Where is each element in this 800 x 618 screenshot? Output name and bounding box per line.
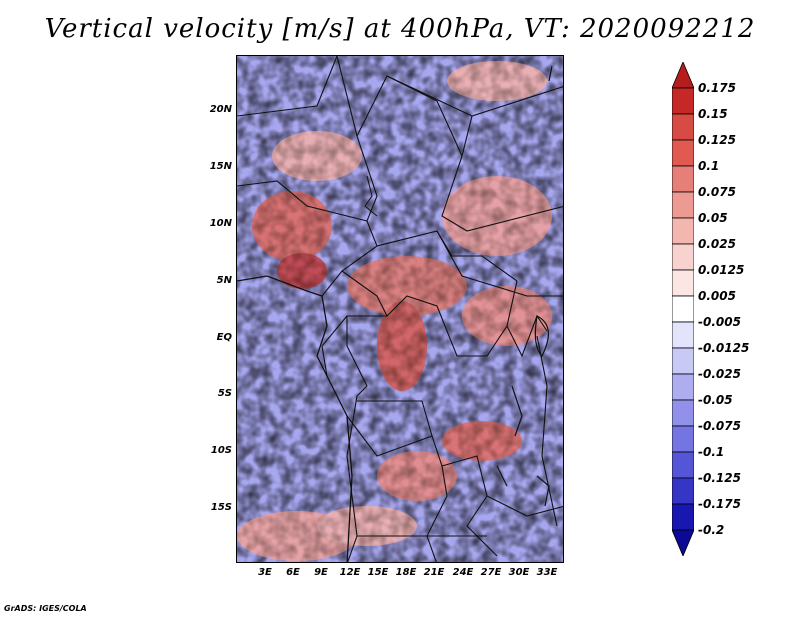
colorbar-box <box>672 191 694 219</box>
lat-label-5n: 5N <box>216 275 232 286</box>
lat-label-10s: 10S <box>210 445 232 456</box>
lat-label-20n: 20N <box>209 104 232 115</box>
colorbar-label: 0.175 <box>698 81 736 95</box>
colorbar-label: 0.005 <box>698 289 736 303</box>
colorbar-box <box>672 321 694 349</box>
colorbar-label: -0.125 <box>698 471 741 485</box>
colorbar-box <box>672 139 694 167</box>
colorbar-box <box>672 477 694 505</box>
lon-label-12e: 12E <box>339 567 361 578</box>
lat-label-5s: 5S <box>217 388 232 399</box>
colorbar-box <box>672 347 694 375</box>
colorbar-box <box>672 425 694 453</box>
colorbar <box>672 62 694 556</box>
colorbar-box <box>672 113 694 141</box>
velocity-map <box>236 55 564 563</box>
lat-label-eq: EQ <box>216 332 232 343</box>
lon-label-18e: 18E <box>395 567 417 578</box>
lat-label-15n: 15N <box>209 161 232 172</box>
colorbar-box <box>672 399 694 427</box>
colorbar-box <box>672 269 694 297</box>
grads-credit: GrADS: IGES/COLA <box>4 604 87 613</box>
colorbar-label: 0.0125 <box>698 263 745 277</box>
colorbar-label: -0.025 <box>698 367 741 381</box>
lat-label-15s: 15S <box>210 502 232 513</box>
colorbar-box <box>672 217 694 245</box>
lon-label-3e: 3E <box>258 567 272 578</box>
colorbar-label: -0.1 <box>698 445 725 459</box>
colorbar-label: 0.025 <box>698 237 736 251</box>
colorbar-box <box>672 87 694 115</box>
colorbar-label: -0.05 <box>698 393 733 407</box>
colorbar-box <box>672 295 694 323</box>
colorbar-label: 0.125 <box>698 133 736 147</box>
lon-label-6e: 6E <box>286 567 300 578</box>
lon-label-27e: 27E <box>480 567 502 578</box>
map-title: Vertical velocity [m/s] at 400hPa, VT: 2… <box>44 14 756 44</box>
colorbar-label: 0.05 <box>698 211 728 225</box>
lon-label-9e: 9E <box>314 567 328 578</box>
lon-label-30e: 30E <box>508 567 530 578</box>
colorbar-label: 0.15 <box>698 107 728 121</box>
lakes <box>496 65 553 507</box>
colorbar-box <box>672 243 694 271</box>
colorbar-label: -0.005 <box>698 315 741 329</box>
colorbar-label: -0.075 <box>698 419 741 433</box>
colorbar-label: 0.1 <box>698 159 720 173</box>
colorbar-box <box>672 529 694 556</box>
lon-label-33e: 33E <box>536 567 558 578</box>
lat-label-10n: 10N <box>209 218 232 229</box>
lon-label-15e: 15E <box>367 567 389 578</box>
colorbar-box <box>672 503 694 531</box>
colorbar-label: 0.075 <box>698 185 736 199</box>
country-borders <box>237 56 563 562</box>
colorbar-box <box>672 62 694 89</box>
velocity-field <box>237 56 563 562</box>
lon-label-21e: 21E <box>423 567 445 578</box>
lon-label-24e: 24E <box>452 567 474 578</box>
colorbar-label: -0.175 <box>698 497 741 511</box>
colorbar-label: -0.0125 <box>698 341 750 355</box>
colorbar-box <box>672 165 694 193</box>
colorbar-label: -0.2 <box>698 523 725 537</box>
colorbar-box <box>672 373 694 401</box>
colorbar-boxes <box>672 62 694 556</box>
colorbar-box <box>672 451 694 479</box>
